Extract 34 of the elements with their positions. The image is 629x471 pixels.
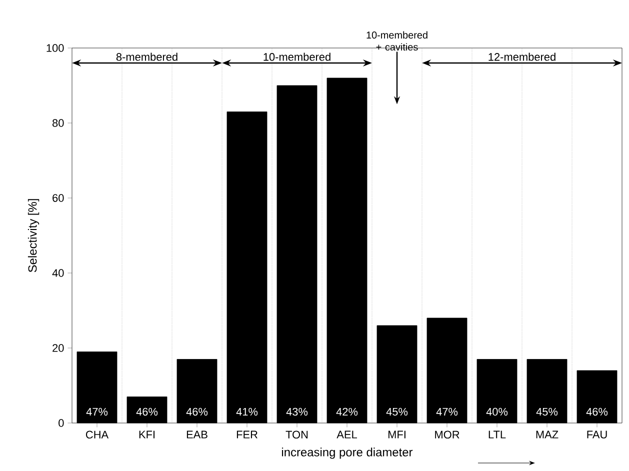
x-axis-title: increasing pore diameter (282, 448, 413, 459)
x-tick-label: EAB (186, 430, 208, 438)
x-tick-label: MFI (388, 430, 406, 438)
y-tick-label: 0 (58, 419, 64, 427)
x-tick-label: FAU (587, 430, 607, 438)
annotation: 40% (486, 408, 508, 416)
annotation: 41% (236, 408, 258, 416)
annotation: 43% (286, 408, 308, 416)
y-tick-label: 20 (52, 344, 64, 352)
y-tick-label: 100 (46, 44, 64, 52)
y-tick-label: 40 (52, 269, 64, 277)
annotation: 10-membered + cavities (366, 31, 428, 51)
annotation: 46% (186, 408, 208, 416)
annotation: 45% (386, 408, 408, 416)
annotation: 46% (136, 408, 158, 416)
x-tick-label: FER (236, 430, 258, 438)
y-tick-label: 80 (52, 119, 64, 127)
annotation: 47% (436, 408, 458, 416)
x-tick-label: MOR (435, 430, 460, 439)
x-tick-label: CHA (86, 430, 109, 439)
y-axis-title: Selectivity [%] (28, 199, 40, 272)
x-tick-label: MAZ (536, 430, 558, 438)
x-tick-label: TON (286, 430, 308, 439)
annotation: 45% (536, 408, 558, 416)
annotation: 12-membered (488, 52, 556, 61)
annotation: 47% (86, 408, 108, 416)
y-tick-label: 60 (52, 194, 64, 202)
annotation: 8-membered (116, 52, 178, 61)
annotation: 46% (586, 408, 608, 416)
x-tick-label: LTL (488, 430, 506, 438)
x-tick-label: AEL (336, 430, 357, 438)
annotation: 42% (336, 408, 358, 416)
annotation: 10-membered (264, 52, 330, 61)
x-tick-label: KFI (139, 430, 155, 438)
